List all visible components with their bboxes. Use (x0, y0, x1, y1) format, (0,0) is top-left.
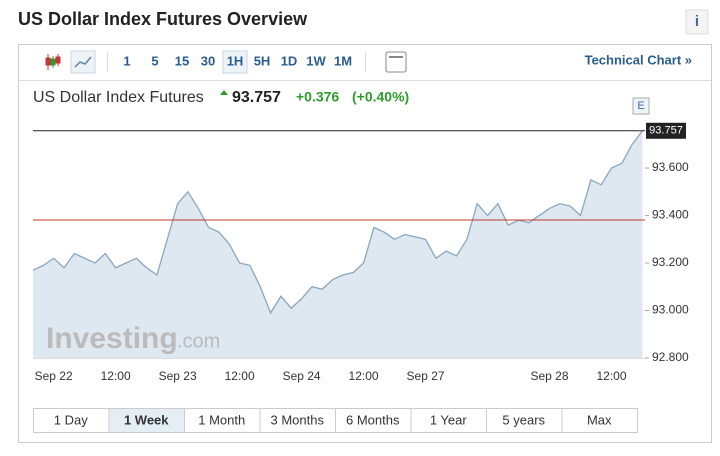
range-buttons: 1 Day 1 Week 1 Month 3 Months 6 Months 1 Year… (33, 408, 638, 433)
quote-change: +0.376 (296, 89, 339, 105)
quote-change-pct: (+0.40%) (352, 89, 409, 105)
last-price-box (646, 122, 686, 139)
x-tick-label: 12:00 (225, 369, 255, 383)
watermark-brand: Investing (46, 322, 178, 355)
range-label[interactable]: 3 Months (271, 412, 325, 427)
info-icon[interactable]: i (695, 13, 699, 30)
plot: 92.800 93.000 93.200 93.400 93.600 93.757 Sep … (32, 122, 689, 383)
event-marker[interactable] (632, 97, 650, 115)
range-button[interactable] (33, 408, 110, 433)
event-marker-label[interactable]: E (637, 100, 644, 112)
y-tick-label: 93.000 (652, 303, 689, 317)
interval-button[interactable]: 1W (306, 53, 326, 68)
interval-button[interactable]: 1 (123, 53, 130, 68)
range-label[interactable]: 1 Week (124, 412, 169, 427)
last-price-label: 93.757 (649, 125, 683, 137)
interval-selected[interactable] (222, 50, 248, 74)
watermark-suffix: .com (177, 330, 220, 352)
page-title: US Dollar Index Futures Overview (18, 9, 308, 29)
x-tick-label: Sep 28 (531, 369, 569, 383)
range-button[interactable] (108, 408, 185, 433)
line-icon (74, 56, 92, 68)
range-label[interactable]: Max (587, 412, 612, 427)
x-tick-label: 12:00 (349, 369, 379, 383)
interval-button[interactable]: 5 (151, 53, 158, 68)
x-tick-label: Sep 27 (407, 369, 445, 383)
range-label[interactable]: 1 Year (430, 412, 468, 427)
interval-button[interactable]: 30 (201, 53, 215, 68)
x-tick-label: Sep 23 (159, 369, 197, 383)
range-label[interactable]: 1 Day (54, 412, 88, 427)
line-chart-button[interactable] (70, 50, 96, 74)
range-label[interactable]: 6 Months (346, 412, 400, 427)
range-button[interactable] (561, 408, 638, 433)
x-tick-label: 12:00 (596, 369, 626, 383)
up-arrow (220, 90, 228, 95)
y-tick-label: 93.200 (652, 255, 689, 269)
x-tick-label: Sep 22 (35, 369, 73, 383)
interval-button[interactable]: 1M (334, 53, 352, 68)
info-button[interactable] (685, 9, 709, 35)
quote-name: US Dollar Index Futures (33, 89, 204, 106)
y-tick-label: 93.600 (652, 160, 689, 174)
y-tick-label: 92.800 (652, 350, 689, 364)
range-button[interactable] (184, 408, 261, 433)
interval-button[interactable]: 15 (175, 53, 189, 68)
range-button[interactable] (486, 408, 563, 433)
settings-button[interactable] (385, 51, 407, 73)
x-tick-label: Sep 24 (283, 369, 321, 383)
x-tick-label: 12:00 (101, 369, 131, 383)
technical-chart-link[interactable]: Technical Chart » (585, 52, 692, 67)
quote-price: 93.757 (232, 89, 281, 106)
y-tick-label: 93.400 (652, 208, 689, 222)
price-line (32, 130, 644, 315)
range-label[interactable]: 1 Month (198, 412, 245, 427)
range-label[interactable]: 5 years (502, 412, 545, 427)
interval-button[interactable]: 1D (281, 53, 298, 68)
interval-button[interactable]: 5H (254, 53, 271, 68)
area-fill (33, 130, 643, 358)
interval-button[interactable]: 1H (227, 53, 244, 68)
widget-frame (18, 44, 712, 443)
candle-icon[interactable] (45, 54, 61, 70)
